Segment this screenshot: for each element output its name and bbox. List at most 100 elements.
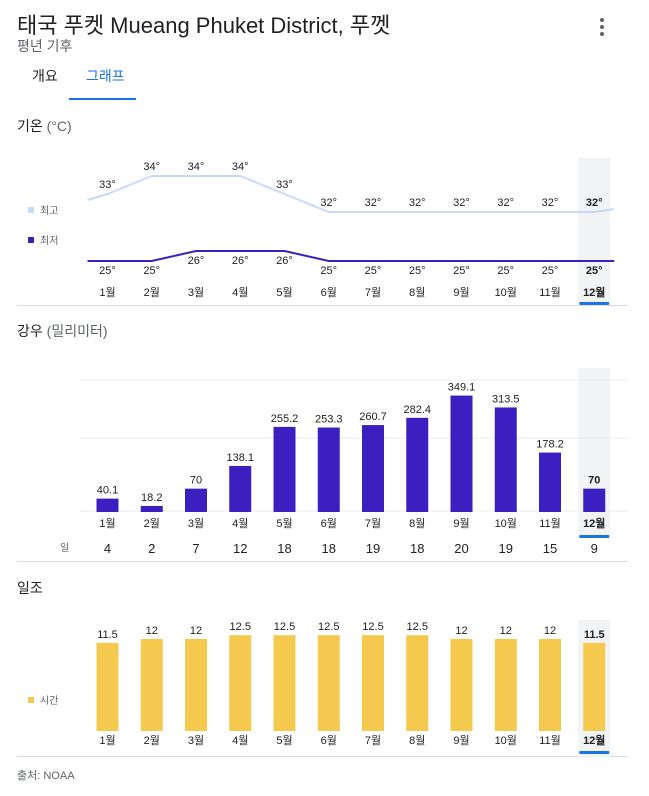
temp-low-label: 25°	[586, 265, 603, 277]
temp-month-label[interactable]: 12월	[583, 285, 605, 299]
legend-sun-swatch	[28, 696, 34, 703]
sun-selected-month-indicator	[579, 751, 610, 754]
rain-title: 강우	[17, 323, 43, 339]
temperature-unit: (°C)	[46, 118, 72, 134]
temp-high-line	[87, 175, 615, 213]
rain-month-label[interactable]: 2월	[144, 517, 160, 530]
rain-bar[interactable]	[96, 498, 119, 512]
temp-low-label: 25°	[365, 265, 382, 277]
sun-value-label: 12.5	[274, 621, 295, 633]
sun-bar[interactable]	[494, 638, 517, 731]
temp-month-label[interactable]: 5월	[276, 286, 292, 299]
rain-value-label: 40.1	[97, 485, 118, 497]
rain-month-label[interactable]: 8월	[409, 517, 425, 530]
rain-value-label: 70	[190, 475, 202, 487]
sun-value-label: 12.5	[230, 621, 251, 633]
temp-month-label[interactable]: 4월	[232, 286, 248, 299]
rain-bar[interactable]	[140, 505, 163, 512]
temp-month-label[interactable]: 6월	[321, 286, 337, 299]
more-options-icon[interactable]	[590, 14, 614, 40]
rain-bar[interactable]	[229, 465, 252, 512]
sun-bar[interactable]	[317, 635, 340, 731]
sun-bar[interactable]	[362, 635, 384, 731]
page-subtitle: 평년 기후	[17, 38, 73, 54]
rain-month-label[interactable]: 11월	[539, 517, 561, 530]
sun-bar[interactable]	[406, 635, 429, 731]
legend-high-swatch	[28, 206, 34, 213]
rain-month-label[interactable]: 1월	[99, 517, 115, 530]
rain-bar[interactable]	[583, 488, 606, 512]
sun-month-label[interactable]: 8월	[409, 734, 425, 747]
sun-month-label[interactable]: 1월	[99, 734, 115, 747]
tab-graph[interactable]: 그래프	[86, 68, 125, 84]
sun-month-label[interactable]: 2월	[144, 734, 160, 747]
rain-bar[interactable]	[273, 426, 296, 512]
rain-month-label[interactable]: 10월	[495, 517, 517, 530]
temp-high-label: 32°	[542, 197, 559, 209]
temp-month-label[interactable]: 2월	[144, 286, 160, 299]
sun-bar[interactable]	[185, 638, 207, 731]
rain-bar[interactable]	[362, 425, 384, 512]
temp-high-label: 33°	[276, 179, 293, 191]
sun-bar[interactable]	[96, 642, 119, 731]
temp-low-label: 26°	[232, 255, 249, 267]
temp-month-label[interactable]: 10월	[495, 286, 517, 299]
sun-value-label: 12.5	[407, 621, 428, 633]
temp-month-label[interactable]: 7월	[365, 286, 381, 299]
temp-low-line	[87, 250, 615, 262]
sun-month-label[interactable]: 9월	[453, 734, 469, 747]
sun-bar[interactable]	[140, 638, 163, 731]
rain-month-label[interactable]: 3월	[188, 517, 204, 530]
sun-month-label[interactable]: 5월	[276, 734, 292, 747]
rain-bar[interactable]	[494, 407, 517, 512]
sun-month-label[interactable]: 10월	[495, 734, 517, 747]
temp-month-label[interactable]: 1월	[99, 286, 115, 299]
rain-bar[interactable]	[406, 417, 429, 512]
rain-bar[interactable]	[185, 488, 207, 512]
temp-month-label[interactable]: 11월	[539, 286, 561, 299]
temp-month-label[interactable]: 8월	[409, 286, 425, 299]
tab-overview[interactable]: 개요	[32, 68, 58, 84]
sun-month-label[interactable]: 3월	[188, 734, 204, 747]
rain-days-value: 19	[499, 541, 513, 556]
sun-bar[interactable]	[273, 635, 296, 731]
rain-month-label[interactable]: 5월	[276, 517, 292, 530]
sun-month-label[interactable]: 7월	[365, 734, 381, 747]
rain-days-value: 2	[148, 541, 155, 556]
rain-value-label: 260.7	[359, 411, 387, 423]
temp-month-label[interactable]: 3월	[188, 286, 204, 299]
sun-month-label[interactable]: 6월	[321, 734, 337, 747]
sun-bar[interactable]	[229, 635, 252, 731]
sun-month-label[interactable]: 11월	[539, 734, 561, 747]
temperature-section-title: 기온 (°C)	[17, 116, 72, 136]
sun-month-label[interactable]: 12월	[583, 733, 605, 747]
tab-underline	[69, 98, 136, 100]
temp-month-label[interactable]: 9월	[453, 286, 469, 299]
rain-month-label[interactable]: 7월	[365, 517, 381, 530]
rain-month-label[interactable]: 4월	[232, 517, 248, 530]
sun-bar[interactable]	[450, 638, 473, 731]
sun-bar[interactable]	[539, 638, 561, 731]
temp-low-label: 25°	[542, 265, 559, 277]
rain-bar[interactable]	[450, 395, 473, 512]
sun-value-label: 12.5	[362, 621, 383, 633]
legend-sun-label: 시간	[40, 696, 59, 707]
rain-value-label: 313.5	[492, 393, 520, 405]
rain-bar[interactable]	[539, 452, 561, 512]
rain-days-value: 18	[410, 541, 424, 556]
rain-month-label[interactable]: 12월	[583, 516, 605, 530]
rain-days-value: 18	[277, 541, 291, 556]
sun-value-label: 12	[500, 625, 512, 637]
temp-low-label: 25°	[320, 265, 337, 277]
temp-low-label: 25°	[497, 265, 514, 277]
rain-month-label[interactable]: 6월	[321, 517, 337, 530]
sun-month-label[interactable]: 4월	[232, 734, 248, 747]
rain-unit: (밀리미터)	[46, 323, 108, 339]
rain-month-label[interactable]: 9월	[453, 517, 469, 530]
sun-bar[interactable]	[583, 642, 606, 731]
temp-high-label: 34°	[143, 161, 160, 173]
temp-low-label: 25°	[409, 265, 426, 277]
rain-bar[interactable]	[317, 427, 340, 512]
rain-value-label: 178.2	[536, 439, 564, 451]
